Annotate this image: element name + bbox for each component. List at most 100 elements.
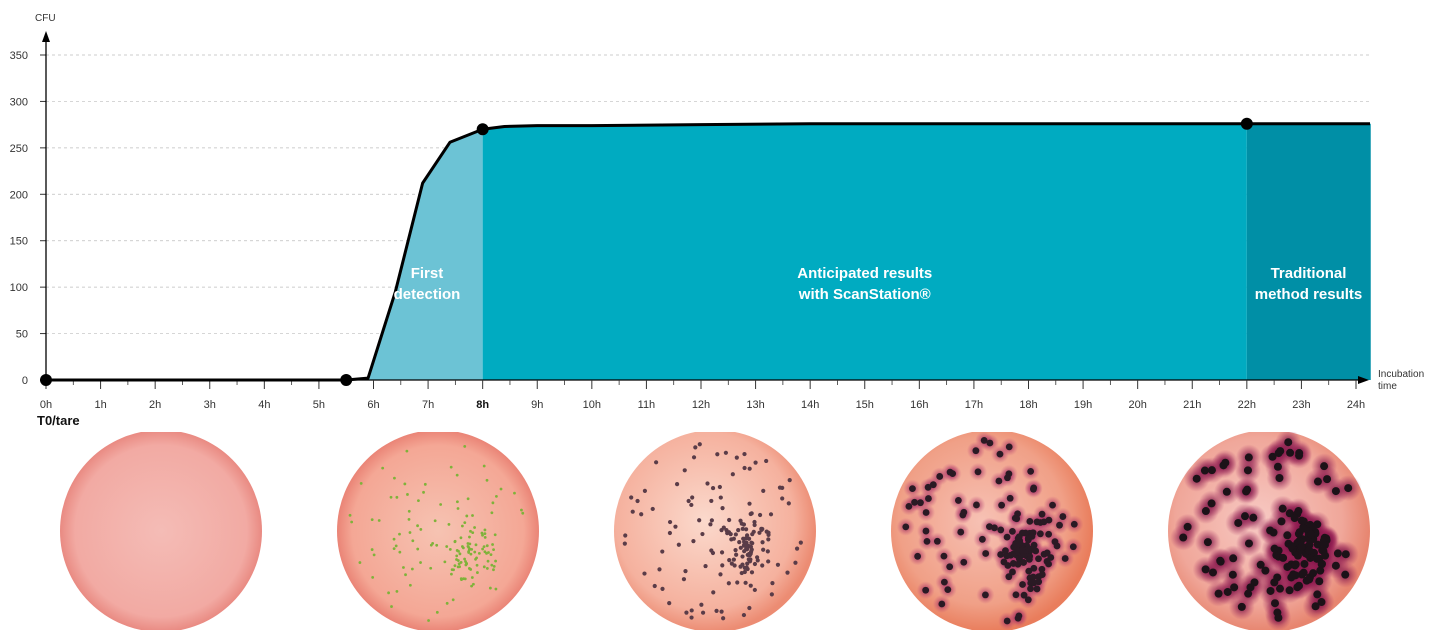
colony-dot	[720, 506, 725, 511]
x-tick-label-2h: 2h	[149, 399, 161, 411]
colony-dot	[370, 518, 374, 522]
colony-dot	[468, 542, 472, 546]
curve-marker-2	[476, 123, 489, 136]
colony-dot	[443, 560, 447, 564]
colony-dot	[709, 518, 714, 523]
colony-dot	[1276, 584, 1285, 593]
colony-dot	[1229, 554, 1238, 563]
colony-dot	[451, 598, 455, 602]
colony-dot	[749, 511, 754, 516]
colony-dot	[1009, 568, 1016, 576]
colony-dot	[456, 559, 460, 562]
colony-dot	[650, 506, 655, 512]
colony-dot	[982, 550, 990, 557]
colony-dot	[914, 552, 922, 560]
colony-dot	[689, 502, 694, 508]
colony-dot	[455, 473, 459, 477]
colony-dot	[1246, 583, 1255, 592]
colony-dot	[757, 512, 763, 518]
y-tick-label-50: 50	[16, 329, 28, 341]
colony-dot	[1019, 581, 1026, 588]
colony-dot	[946, 563, 954, 571]
colony-dot	[445, 545, 449, 548]
colony-dot	[1313, 590, 1322, 599]
colony-dot	[938, 600, 946, 608]
colony-dot	[740, 562, 745, 567]
colony-dot	[1030, 485, 1037, 493]
colony-dot	[737, 540, 742, 545]
colony-dot	[719, 609, 724, 614]
colony-dot	[433, 519, 437, 523]
colony-dot	[1249, 513, 1258, 522]
colony-dot	[1006, 494, 1014, 502]
colony-dot	[1299, 524, 1308, 533]
x-tick-label-10h: 10h	[583, 399, 601, 411]
colony-dot	[485, 551, 488, 555]
colony-dot	[1027, 585, 1034, 593]
colony-dot	[410, 567, 414, 571]
colony-dot	[1016, 538, 1024, 546]
colony-dot	[703, 563, 708, 569]
colony-dot	[922, 527, 930, 535]
colony-dot	[1207, 499, 1216, 508]
colony-dot	[1244, 539, 1253, 548]
colony-dot	[1283, 531, 1292, 540]
colony-dot	[775, 562, 781, 567]
colony-dot	[499, 487, 503, 491]
colony-dot	[429, 543, 433, 547]
x-axis-arrow	[1358, 376, 1369, 384]
colony-dot	[765, 549, 770, 554]
colony-dot	[667, 530, 673, 536]
colony-dot	[1333, 549, 1342, 558]
colony-dot	[708, 522, 713, 527]
colony-dot	[1056, 521, 1063, 529]
colony-dot	[746, 536, 752, 541]
x-axis-title-line-1: Incubation	[1378, 369, 1424, 380]
colony-dot	[1286, 448, 1295, 457]
colony-dot	[753, 460, 758, 465]
colony-dot	[453, 539, 457, 543]
colony-dot	[785, 570, 790, 575]
colony-dot	[745, 566, 750, 572]
colony-dot	[1311, 602, 1320, 611]
colony-dot	[387, 591, 390, 595]
colony-dot	[723, 450, 728, 455]
colony-dot	[721, 616, 726, 621]
colony-dot	[486, 559, 490, 563]
zone-label-1-line-0: Anticipated results	[797, 265, 932, 282]
colony-dot	[470, 548, 474, 551]
colony-dot	[483, 535, 487, 539]
colony-dot	[1284, 438, 1293, 447]
petri-plate-first-detection	[337, 430, 539, 632]
colony-dot	[766, 559, 771, 564]
colony-dot	[485, 567, 489, 570]
colony-dot	[1045, 516, 1053, 524]
colony-dot	[751, 529, 756, 534]
colony-dot	[623, 533, 628, 538]
zone-label-1: Anticipated results with ScanStation®	[797, 265, 932, 303]
colony-dot	[490, 511, 494, 515]
colony-dot	[760, 563, 765, 568]
colony-dot	[1007, 551, 1015, 559]
x-tick-label-15h: 15h	[856, 399, 874, 411]
colony-dot	[933, 537, 941, 545]
colony-dot	[940, 552, 948, 560]
colony-dot	[911, 498, 918, 506]
colony-dot	[1317, 598, 1326, 607]
colony-dot	[1309, 569, 1318, 578]
colony-dot	[717, 484, 722, 490]
colony-dot	[1201, 507, 1210, 516]
growth-curve-line	[46, 122, 1370, 382]
zone-label-2-line-1: method results	[1255, 286, 1363, 303]
colony-dot	[980, 437, 988, 444]
colony-dot	[954, 497, 962, 504]
x-tick-label-13h: 13h	[746, 399, 764, 411]
colony-dot	[719, 550, 725, 555]
colony-dot	[733, 532, 738, 537]
colony-dot	[798, 540, 803, 545]
colony-dot	[752, 519, 757, 525]
colony-dot	[1027, 468, 1035, 475]
colony-dot	[449, 465, 453, 469]
colony-dot	[740, 554, 745, 559]
colony-dot	[482, 545, 486, 549]
